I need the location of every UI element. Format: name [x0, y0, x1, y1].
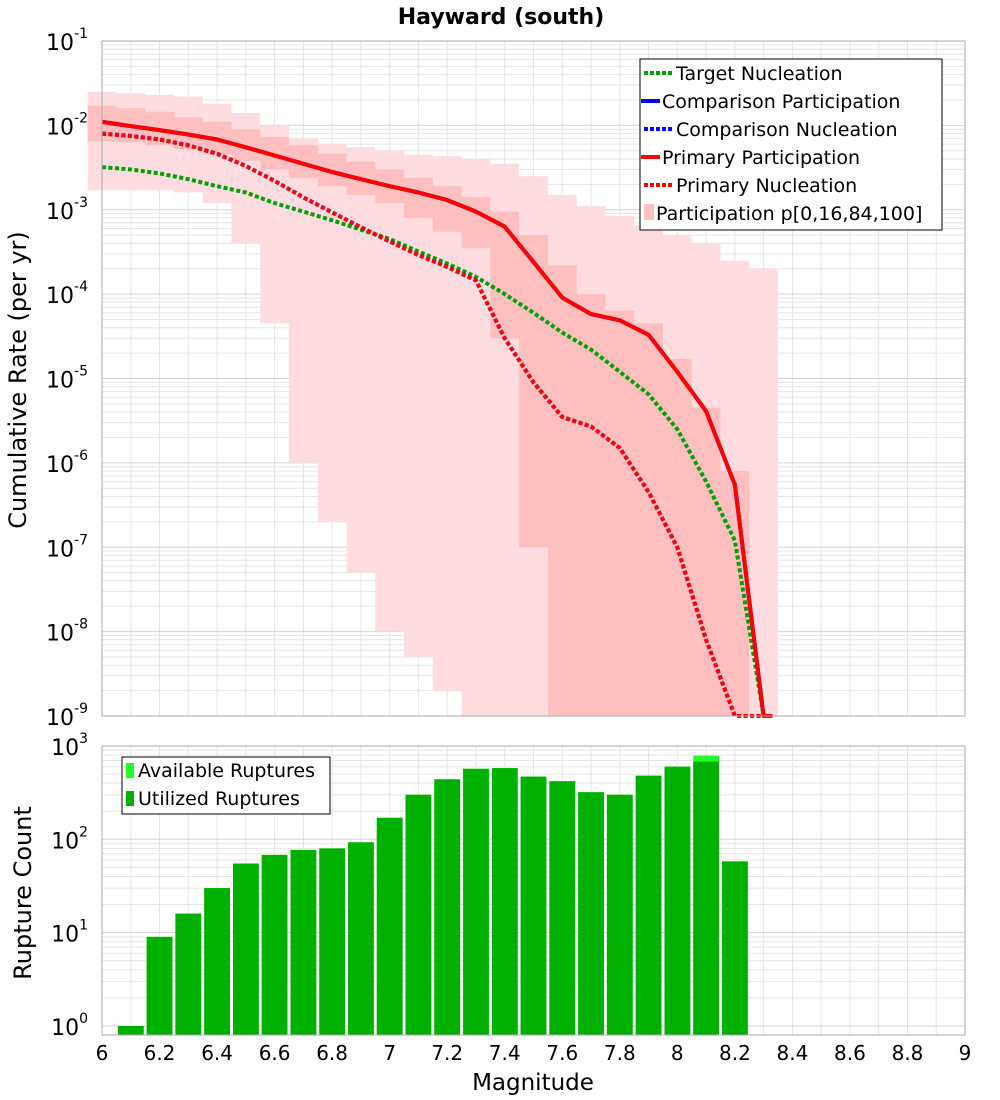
x-tick-label: 6.2	[144, 1041, 176, 1065]
top-legend: Target Nucleation Comparison Participati…	[639, 58, 943, 231]
bar-utilized	[117, 1026, 144, 1035]
bar-utilized	[693, 761, 719, 1035]
legend-label-utilized: Utilized Ruptures	[138, 788, 300, 810]
bottom-plot-frame	[101, 745, 966, 1036]
x-tick-label: 7.4	[489, 1041, 521, 1065]
bar-utilized	[549, 781, 576, 1035]
top-y-tick-label: 10-9	[46, 701, 88, 731]
x-tick-label: 8.2	[719, 1041, 751, 1065]
x-tick-label: 7.8	[604, 1041, 636, 1065]
top-y-axis-label: Cumulative Rate (per yr)	[4, 231, 32, 529]
band-p16-p84	[87, 105, 779, 716]
legend-swatch-utilized	[126, 791, 134, 806]
x-axis-label: Magnitude	[472, 1070, 594, 1096]
top-legend-box	[639, 58, 943, 231]
x-tick-label: 7	[383, 1041, 396, 1065]
participation-bands	[87, 91, 779, 717]
x-tick-label: 8	[671, 1041, 684, 1065]
top-y-ticks: 10-9 10-8 10-7 10-6 10-5 10-4 10-3 10-2 10-1	[46, 26, 88, 731]
legend-label-available: Available Ruptures	[138, 760, 315, 782]
bottom-y-tick-label: 102	[51, 824, 88, 854]
legend-label-primary-participation: Primary Participation	[662, 147, 860, 169]
x-tick-label: 7.6	[546, 1041, 578, 1065]
bar-utilized	[578, 792, 604, 1035]
bar-utilized	[348, 842, 374, 1035]
bar-utilized	[261, 854, 288, 1035]
top-plot-frame	[101, 40, 966, 717]
bottom-legend-box	[121, 756, 331, 815]
bar-utilized	[204, 888, 230, 1035]
bar-utilized	[664, 766, 691, 1035]
x-tick-label: 6.4	[201, 1041, 233, 1065]
series-target-nucleation	[101, 165, 773, 718]
top-plot: 10-9 10-8 10-7 10-6 10-5 10-4 10-3 10-2 10-1 Cum…	[4, 26, 966, 731]
bar-utilized	[290, 849, 317, 1035]
x-tick-label: 6.6	[259, 1041, 291, 1065]
series-primary-nucleation	[101, 131, 773, 718]
bottom-y-tick-label: 103	[51, 731, 88, 761]
bottom-y-tick-label: 100	[51, 1011, 88, 1041]
chart-title: Hayward (south)	[398, 5, 605, 30]
rupture-bars	[117, 755, 748, 1035]
legend-swatch-available	[126, 763, 134, 778]
bar-utilized	[233, 863, 259, 1035]
bar-utilized	[175, 913, 202, 1035]
x-tick-label: 8.6	[834, 1041, 866, 1065]
top-y-tick-label: 10-3	[46, 195, 88, 225]
top-y-tick-label: 10-2	[46, 110, 88, 140]
top-y-tick-label: 10-5	[46, 364, 88, 394]
bar-utilized	[376, 817, 403, 1035]
legend-label-primary-nucleation: Primary Nucleation	[676, 175, 857, 197]
legend-label-participation-bands: Participation p[0,16,84,100]	[656, 203, 922, 225]
bar-utilized	[405, 794, 432, 1035]
legend-swatch-participation-bands	[644, 204, 654, 220]
x-ticks: 6 6.2 6.4 6.6 6.8 7 7.2 7.4 7.6 7.8 8 8.2 8.4 8.6 8.8 9	[96, 1041, 972, 1065]
x-tick-label: 8.8	[892, 1041, 924, 1065]
top-y-tick-label: 10-4	[46, 279, 88, 309]
legend-label-comparison-nucleation: Comparison Nucleation	[676, 119, 898, 141]
bar-utilized	[606, 794, 633, 1035]
x-tick-label: 9	[959, 1041, 972, 1065]
bottom-y-ticks: 100 101 102 103	[51, 731, 88, 1041]
top-y-tick-label: 10-8	[46, 617, 88, 647]
bar-utilized	[520, 776, 547, 1035]
top-y-tick-label: 10-7	[46, 532, 88, 562]
legend-label-target-nucleation: Target Nucleation	[675, 63, 843, 85]
bar-utilized	[319, 848, 346, 1035]
bar-utilized	[722, 861, 748, 1035]
top-y-tick-label: 10-1	[46, 26, 88, 56]
bar-utilized	[434, 779, 461, 1035]
bar-utilized	[635, 775, 662, 1035]
x-tick-label: 7.2	[431, 1041, 463, 1065]
bar-utilized	[491, 768, 518, 1035]
series-primary-participation	[101, 119, 773, 718]
x-tick-label: 6	[96, 1041, 109, 1065]
bottom-y-tick-label: 101	[51, 918, 88, 948]
legend-label-comparison-participation: Comparison Participation	[662, 91, 900, 113]
top-y-tick-label: 10-6	[46, 448, 88, 478]
bottom-y-axis-label: Rupture Count	[9, 806, 37, 980]
bottom-legend: Available Ruptures Utilized Ruptures	[121, 756, 331, 815]
bottom-plot: 100 101 102 103 6 6.2 6.4 6.6 6.8 7 7.2 7.4 7.6 7.8 8…	[9, 731, 971, 1096]
x-tick-label: 6.8	[316, 1041, 348, 1065]
x-tick-label: 8.4	[776, 1041, 808, 1065]
bar-utilized	[146, 936, 173, 1035]
bar-utilized	[463, 768, 489, 1035]
rate-lines	[101, 119, 773, 718]
